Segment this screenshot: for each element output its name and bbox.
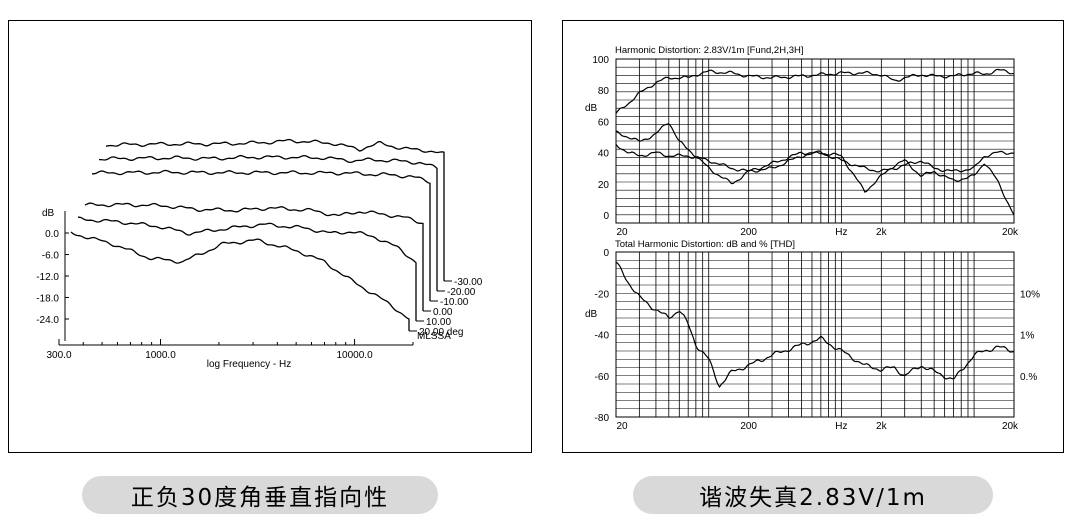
y-tick-label: -24.0 xyxy=(36,315,59,326)
harmonic-y-tick-label: 0 xyxy=(603,211,609,222)
y-tick-label: -18.0 xyxy=(36,294,59,305)
harmonic-x-tick-label: 20 xyxy=(616,227,628,238)
thd-percent-tick-label: 0.% xyxy=(1020,372,1037,383)
directivity-curve xyxy=(77,216,417,321)
angle-label: -30.00 xyxy=(454,277,483,288)
y-tick-label: -6.0 xyxy=(42,251,60,262)
thd-y-axis-label: dB xyxy=(585,309,598,320)
caption-directivity: 正负30度角垂直指向性 xyxy=(82,476,438,514)
harmonic-y-tick-label: 20 xyxy=(598,180,610,191)
y-tick-label: 0.0 xyxy=(45,229,59,240)
harmonic-y-tick-label: 80 xyxy=(598,86,610,97)
thd-x-tick-label: 2k xyxy=(876,421,888,432)
harmonic-x-tick-label: Hz xyxy=(835,227,847,238)
harmonic-series-fund xyxy=(615,68,1015,114)
thd-y-tick-label: -20 xyxy=(595,289,610,300)
angle-label: -20.00 xyxy=(447,287,476,298)
directivity-curve xyxy=(70,231,410,331)
thd-chart-title: Total Harmonic Distortion: dB and % [THD… xyxy=(615,239,795,250)
thd-y-tick-label: -80 xyxy=(595,413,610,424)
thd-x-tick-label: 20 xyxy=(616,421,628,432)
thd-y-tick-label: -40 xyxy=(595,331,610,342)
caption-harmonic-distortion: 谐波失真2.83V/1m xyxy=(633,476,993,514)
x-tick-label: 1000.0 xyxy=(145,350,176,361)
harmonic-y-tick-label: 60 xyxy=(598,117,610,128)
directivity-curve xyxy=(92,169,431,301)
harmonic-y-tick-label: 40 xyxy=(598,149,610,160)
harmonic-x-tick-label: 200 xyxy=(740,227,757,238)
thd-y-tick-label: -60 xyxy=(595,372,610,383)
thd-x-tick-label: Hz xyxy=(835,421,847,432)
thd-series-thd xyxy=(615,261,1015,389)
harmonic-distortion-charts: Harmonic Distortion: 2.83V/1m [Fund,2H,3… xyxy=(585,45,1040,432)
x-axis-title: log Frequency - Hz xyxy=(207,359,291,370)
y-axis-label: dB xyxy=(42,208,55,219)
y-tick-label: -12.0 xyxy=(36,272,59,283)
angle-label: 0.00 xyxy=(433,307,453,318)
curve-occluder xyxy=(71,232,409,331)
harmonic-x-tick-label: 20k xyxy=(1002,227,1019,238)
harmonic-distortion-chart-panel: Harmonic Distortion: 2.83V/1m [Fund,2H,3… xyxy=(562,20,1064,453)
mlssa-stamp: MLSSA xyxy=(417,331,451,342)
harmonic-chart-title: Harmonic Distortion: 2.83V/1m [Fund,2H,3… xyxy=(615,45,804,56)
angle-label: 20.00 deg xyxy=(419,327,464,338)
thd-percent-tick-label: 1% xyxy=(1020,331,1035,342)
thd-x-tick-label: 200 xyxy=(740,421,757,432)
harmonic-y-axis-label: dB xyxy=(585,103,598,114)
thd-y-tick-label: 0 xyxy=(603,248,609,259)
harmonic-series-3h xyxy=(615,143,1015,216)
x-tick-label: 300.0 xyxy=(46,350,71,361)
thd-x-tick-label: 20k xyxy=(1002,421,1019,432)
thd-percent-tick-label: 10% xyxy=(1020,289,1040,300)
directivity-curve xyxy=(99,154,438,291)
directivity-curve xyxy=(84,202,424,311)
x-tick-label: 10000.0 xyxy=(336,350,373,361)
harmonic-y-tick-label: 100 xyxy=(592,55,609,66)
harmonic-x-tick-label: 2k xyxy=(876,227,888,238)
directivity-curve xyxy=(105,138,445,281)
directivity-chart-panel: -30.00 -20.00 -10.00 0.00 10.00 20.00 deg dB 0… xyxy=(8,20,532,453)
angle-label: -10.00 xyxy=(440,297,469,308)
angle-label: 10.00 xyxy=(426,317,451,328)
